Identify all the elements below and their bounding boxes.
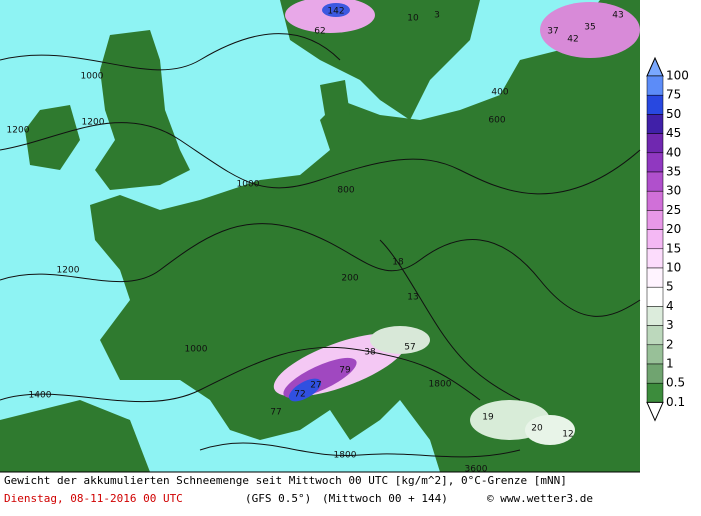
legend-swatch bbox=[646, 152, 664, 173]
snow-area bbox=[285, 0, 375, 33]
legend-label: 0.1 bbox=[666, 395, 685, 409]
ireland bbox=[25, 105, 80, 170]
map-label: 142 bbox=[327, 7, 344, 17]
legend-arrow bbox=[646, 401, 664, 422]
legend-swatch bbox=[646, 344, 664, 365]
legend-label: 45 bbox=[666, 126, 681, 140]
legend: 100 75 50 45 40 35 30 25 20 15 10 5 4 3 2 1 0.5 0.1 bbox=[646, 56, 689, 422]
map-label: 1200 bbox=[57, 266, 80, 276]
legend-swatch bbox=[646, 248, 664, 269]
legend-label: 15 bbox=[666, 241, 681, 255]
map-label: 42 bbox=[567, 35, 578, 45]
map-label: 43 bbox=[612, 11, 623, 21]
legend-label: 50 bbox=[666, 107, 681, 121]
map-label: 12 bbox=[562, 430, 573, 440]
legend-swatch bbox=[646, 114, 664, 134]
legend-swatch bbox=[646, 325, 664, 346]
map-label: 35 bbox=[584, 23, 595, 33]
legend-label: 25 bbox=[666, 203, 681, 217]
legend-label: 75 bbox=[666, 88, 681, 102]
contour-line bbox=[0, 346, 481, 403]
map-label: 79 bbox=[339, 366, 351, 376]
map-label: 1400 bbox=[29, 391, 52, 401]
legend-swatch bbox=[646, 306, 664, 326]
snow-area bbox=[288, 378, 322, 402]
legend-swatch bbox=[646, 133, 664, 154]
legend-label: 2 bbox=[666, 337, 674, 351]
legend-swatch bbox=[646, 210, 664, 230]
map-label: 19 bbox=[482, 413, 494, 423]
map-label: 62 bbox=[314, 27, 325, 37]
footer-model: (GFS 0.5°) bbox=[245, 492, 311, 505]
map-label: 1200 bbox=[82, 118, 105, 128]
footer-copyright: © www.wetter3.de bbox=[487, 492, 593, 505]
contour-line bbox=[0, 122, 641, 195]
map-label: 20 bbox=[531, 424, 543, 434]
legend-label: 20 bbox=[666, 222, 681, 236]
map-label: 72 bbox=[294, 390, 305, 400]
map-label: 38 bbox=[364, 348, 376, 358]
map-label: 13 bbox=[407, 293, 418, 303]
legend-swatch bbox=[646, 363, 664, 384]
contours bbox=[0, 33, 641, 458]
map-label: 800 bbox=[337, 186, 354, 196]
continent bbox=[90, 0, 640, 472]
iberia bbox=[0, 400, 150, 472]
legend-swatch bbox=[646, 94, 664, 115]
map-label: 77 bbox=[270, 408, 281, 418]
great-britain bbox=[95, 30, 190, 190]
legend-swatch bbox=[646, 190, 664, 211]
map-label: 1200 bbox=[7, 126, 30, 136]
contour-line bbox=[0, 33, 341, 71]
map-label: 57 bbox=[404, 343, 415, 353]
snow-area bbox=[370, 326, 430, 354]
footer-run: (Mittwoch 00 + 144) bbox=[322, 492, 448, 505]
map-label: 1000 bbox=[185, 345, 208, 355]
legend-label: 4 bbox=[666, 299, 674, 313]
legend-label: 0.5 bbox=[666, 376, 685, 390]
legend-swatch bbox=[646, 75, 664, 96]
legend-label: 100 bbox=[666, 69, 689, 83]
legend-swatch bbox=[646, 382, 664, 403]
map-label: 3600 bbox=[465, 465, 488, 475]
legend-swatch bbox=[646, 286, 664, 307]
denmark bbox=[320, 80, 350, 115]
legend-swatch bbox=[646, 229, 664, 250]
map-label: 1000 bbox=[237, 180, 260, 190]
snow-area bbox=[525, 415, 575, 445]
legend-label: 3 bbox=[666, 318, 674, 332]
map-label: 400 bbox=[491, 88, 508, 98]
legend-swatch bbox=[646, 171, 664, 192]
map-label: 10 bbox=[407, 14, 419, 24]
map-label: 200 bbox=[341, 274, 358, 284]
map-label: 3 bbox=[434, 11, 440, 21]
map-label: 1800 bbox=[429, 380, 452, 390]
footer-date: Dienstag, 08-11-2016 00 UTC bbox=[4, 492, 183, 505]
legend-label: 1 bbox=[666, 357, 674, 371]
map-label: 18 bbox=[392, 258, 404, 268]
map-label: 1800 bbox=[334, 451, 357, 461]
contour-line bbox=[199, 442, 521, 458]
map-label: 600 bbox=[488, 116, 505, 126]
contour-line bbox=[0, 223, 641, 317]
legend-label: 40 bbox=[666, 145, 681, 159]
map-label: 27 bbox=[310, 381, 321, 391]
snow-area bbox=[540, 2, 640, 58]
map-label: 1000 bbox=[81, 72, 104, 82]
legend-label: 10 bbox=[666, 261, 681, 275]
legend-label: 35 bbox=[666, 165, 681, 179]
contour-line bbox=[379, 239, 521, 401]
footer-title: Gewicht der akkumulierten Schneemenge se… bbox=[4, 474, 567, 487]
snow-area bbox=[322, 3, 350, 17]
legend-label: 30 bbox=[666, 184, 681, 198]
legend-swatch bbox=[646, 267, 664, 288]
legend-label: 5 bbox=[666, 280, 674, 294]
map-label: 37 bbox=[547, 27, 558, 37]
